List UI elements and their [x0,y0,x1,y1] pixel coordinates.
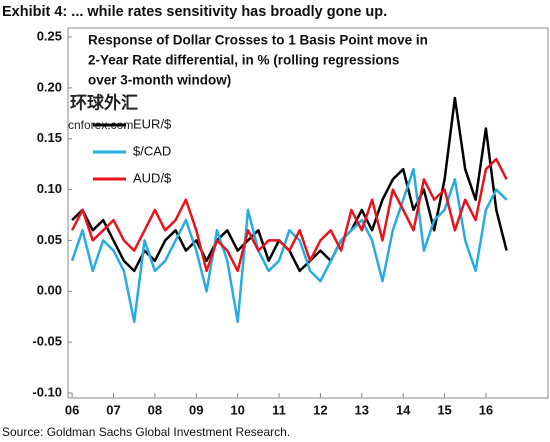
y-tick-label: 0.00 [37,283,62,298]
x-tick-label: 16 [479,402,493,417]
legend-label: AUD/$ [133,170,172,185]
y-tick-label: 0.25 [37,28,62,43]
legend-label: EUR/$ [133,116,172,131]
y-tick-label: -0.05 [32,334,62,349]
annotation: 2-Year Rate differential, in % (rolling … [88,53,399,68]
annotation: Response of Dollar Crosses to 1 Basis Po… [88,33,428,48]
x-tick-label: 13 [355,402,369,417]
series-line [70,157,508,273]
x-tick-label: 07 [106,402,120,417]
y-tick-label: 0.05 [37,232,62,247]
chart-title: Exhibit 4: ... while rates sensitivity h… [2,4,387,20]
x-tick-label: 12 [313,402,327,417]
watermark: 环球外汇 [70,92,138,112]
x-tick-label: 14 [396,402,411,417]
x-tick-label: 09 [189,402,203,417]
source: Source: Goldman Sachs Global Investment … [2,425,290,439]
plot-frame [67,27,549,399]
y-tick-label: 0.15 [37,130,62,145]
y-tick-label: 0.20 [37,79,62,94]
x-tick-label: 11 [272,402,286,417]
y-tick-label: -0.10 [32,384,62,399]
x-tick-label: 06 [65,402,79,417]
x-tick-label: 08 [148,402,162,417]
x-tick-label: 10 [230,402,244,417]
y-tick-label: 0.10 [37,181,62,196]
series-line [70,167,508,324]
x-tick-label: 15 [437,402,451,417]
legend-label: $/CAD [133,143,171,158]
annotation: over 3-month window) [88,73,231,88]
